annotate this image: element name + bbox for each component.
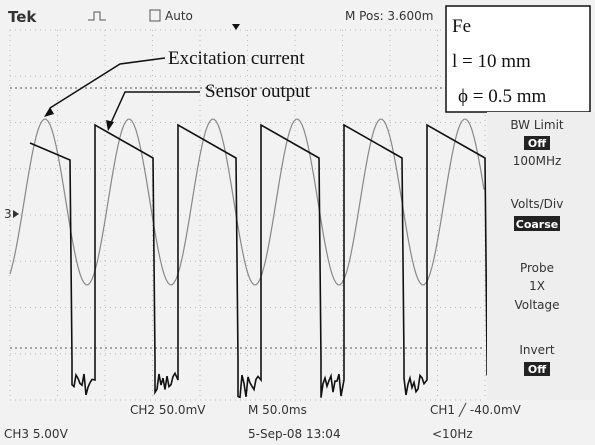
menu-title[interactable]: BW Limit <box>510 118 564 132</box>
ch2-scale: CH2 50.0mV <box>130 403 206 417</box>
scope-screen: Tek Auto M Pos: 3.600m Fe l = 10 mm ϕ = … <box>0 0 595 445</box>
sensor-label: Sensor output <box>205 81 311 102</box>
menu-title[interactable]: Invert <box>519 343 555 357</box>
menu-title[interactable]: Probe <box>520 261 554 275</box>
frequency: <10Hz <box>432 427 473 441</box>
menu-state[interactable]: Coarse <box>516 218 559 231</box>
position: M Pos: 3.600m <box>345 9 433 23</box>
menu-state[interactable]: Off <box>528 363 546 376</box>
length: l = 10 mm <box>452 51 531 72</box>
menu-value[interactable]: Voltage <box>514 298 559 312</box>
ch1-trigger: CH1 ╱ -40.0mV <box>430 402 522 417</box>
menu-title[interactable]: Volts/Div <box>511 197 564 211</box>
date-time: 5-Sep-08 13:04 <box>248 427 341 441</box>
diameter: ϕ = 0.5 mm <box>458 86 546 107</box>
material: Fe <box>452 16 471 37</box>
excitation-label: Excitation current <box>168 48 305 69</box>
brand: Tek <box>8 8 37 26</box>
menu-state[interactable]: Off <box>528 137 546 150</box>
menu-value[interactable]: 1X <box>529 279 545 293</box>
trigger-mode: Auto <box>165 9 193 23</box>
ch3-scale: CH3 5.00V <box>4 427 69 441</box>
channel-marker: 3 <box>4 207 12 221</box>
menu-value[interactable]: 100MHz <box>513 154 562 168</box>
time-base: M 50.0ms <box>248 403 307 417</box>
